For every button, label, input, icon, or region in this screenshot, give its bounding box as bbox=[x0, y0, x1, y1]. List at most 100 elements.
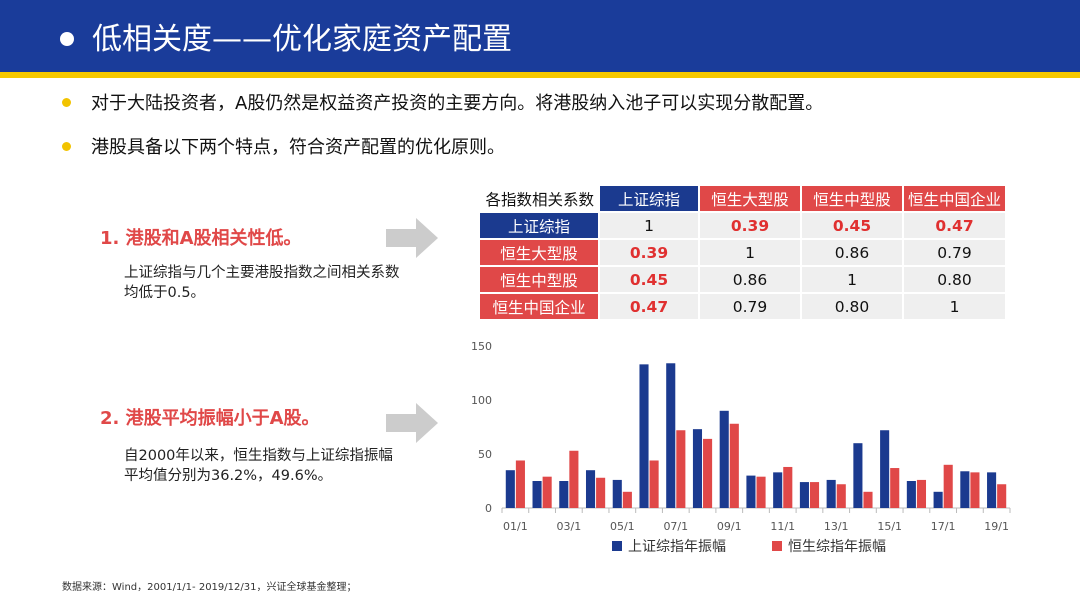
bar-hangseng bbox=[836, 484, 846, 508]
header-bar: 低相关度——优化家庭资产配置 bbox=[0, 0, 1080, 78]
bullet-dot-icon bbox=[62, 141, 71, 151]
point-1-title: 1. 港股和A股相关性低。 bbox=[100, 228, 302, 249]
table-cell: 1 bbox=[802, 267, 902, 292]
bar-shanghai bbox=[612, 479, 622, 508]
bar-shanghai bbox=[559, 481, 569, 508]
table-cell: 0.80 bbox=[904, 267, 1006, 292]
table-header-row: 各指数相关系数 上证综指 恒生大型股 恒生中型股 恒生中国企业 bbox=[480, 186, 1006, 211]
table-cell: 0.45 bbox=[802, 213, 902, 238]
bar-hangseng bbox=[809, 482, 820, 508]
column-header: 恒生中国企业 bbox=[904, 186, 1006, 211]
bar-hangseng bbox=[729, 423, 739, 508]
bar-hangseng bbox=[916, 479, 927, 508]
x-tick-label: 03/1 bbox=[556, 520, 581, 533]
x-tick-label: 07/1 bbox=[663, 520, 688, 533]
amplitude-bar-chart: 0 50 100 150 01/1 03/1 05/1 07/1 09/1 11/1 13/1 15/… bbox=[471, 340, 1011, 555]
bar-hangseng bbox=[676, 430, 686, 508]
point-1-desc: 上证综指与几个主要港股指数之间相关系数均低于0.5。 bbox=[124, 265, 400, 301]
bar-hangseng bbox=[515, 460, 525, 508]
bar-hangseng bbox=[596, 477, 606, 508]
row-header: 上证综指 bbox=[480, 213, 598, 238]
table-row: 恒生大型股 0.39 1 0.86 0.79 bbox=[480, 240, 1006, 265]
bar-shanghai bbox=[853, 443, 863, 508]
legend-label: 恒生综指年振幅 bbox=[788, 539, 886, 555]
bullet-2: 港股具备以下两个特点，符合资产配置的优化原则。 bbox=[62, 136, 505, 160]
x-tick-label: 01/1 bbox=[503, 520, 528, 533]
bar-shanghai bbox=[773, 472, 783, 508]
footnote: 数据来源：Wind，2001/1/1- 2019/12/31，兴证全球基金整理； bbox=[62, 582, 357, 593]
bar-shanghai bbox=[933, 491, 943, 508]
bullet-2-text: 港股具备以下两个特点，符合资产配置的优化原则。 bbox=[91, 137, 505, 158]
bar-hangseng bbox=[703, 438, 713, 508]
bar-shanghai bbox=[666, 363, 676, 508]
point-2-title: 2. 港股平均振幅小于A股。 bbox=[100, 408, 320, 429]
y-tick-label: 0 bbox=[485, 502, 492, 515]
x-tick-label: 09/1 bbox=[717, 520, 742, 533]
bar-shanghai bbox=[799, 482, 809, 508]
bullet-1-text: 对于大陆投资者，A股仍然是权益资产投资的主要方向。将港股纳入池子可以实现分散配置… bbox=[91, 93, 824, 114]
table-cell: 1 bbox=[700, 240, 800, 265]
bar-shanghai bbox=[505, 470, 515, 508]
bar-hangseng bbox=[622, 491, 632, 508]
bar-shanghai bbox=[585, 470, 596, 508]
table-cell: 0.79 bbox=[904, 240, 1006, 265]
x-tick-label: 15/1 bbox=[877, 520, 902, 533]
arrow-right-icon bbox=[386, 218, 438, 258]
bar-shanghai bbox=[746, 475, 756, 508]
table-corner-label: 各指数相关系数 bbox=[480, 186, 598, 211]
table-cell: 0.47 bbox=[904, 213, 1006, 238]
bar-shanghai bbox=[960, 471, 970, 508]
y-tick-label: 50 bbox=[478, 448, 492, 461]
bar-hangseng bbox=[890, 468, 900, 508]
x-tick-label: 13/1 bbox=[824, 520, 849, 533]
bar-shanghai bbox=[719, 410, 729, 508]
table-cell: 0.47 bbox=[600, 294, 698, 319]
legend-label: 上证综指年振幅 bbox=[628, 539, 726, 555]
header-stripe bbox=[0, 72, 1080, 78]
y-tick-label: 150 bbox=[471, 340, 492, 353]
bar-hangseng bbox=[783, 466, 793, 508]
bar-hangseng bbox=[569, 450, 579, 508]
bar-hangseng bbox=[863, 491, 873, 508]
bar-hangseng bbox=[970, 472, 980, 508]
row-header: 恒生大型股 bbox=[480, 240, 598, 265]
table-cell: 0.80 bbox=[802, 294, 902, 319]
table-cell: 0.39 bbox=[600, 240, 698, 265]
bar-shanghai bbox=[532, 481, 542, 508]
bar-shanghai bbox=[826, 479, 836, 508]
correlation-table: 各指数相关系数 上证综指 恒生大型股 恒生中型股 恒生中国企业 上证综指 1 0… bbox=[478, 184, 1007, 321]
title-bullet-icon bbox=[60, 32, 74, 46]
x-tick-label: 11/1 bbox=[770, 520, 795, 533]
table-row: 恒生中型股 0.45 0.86 1 0.80 bbox=[480, 267, 1006, 292]
column-header: 上证综指 bbox=[600, 186, 698, 211]
bullet-1: 对于大陆投资者，A股仍然是权益资产投资的主要方向。将港股纳入池子可以实现分散配置… bbox=[62, 92, 823, 116]
y-tick-label: 100 bbox=[471, 394, 492, 407]
x-tick-label: 17/1 bbox=[931, 520, 956, 533]
bar-shanghai bbox=[692, 429, 703, 508]
table-cell: 1 bbox=[600, 213, 698, 238]
table-cell: 0.45 bbox=[600, 267, 698, 292]
row-header: 恒生中国企业 bbox=[480, 294, 598, 319]
table-cell: 0.39 bbox=[700, 213, 800, 238]
bar-shanghai bbox=[906, 481, 916, 508]
x-tick-label: 05/1 bbox=[610, 520, 635, 533]
row-header: 恒生中型股 bbox=[480, 267, 598, 292]
point-2-desc: 自2000年以来，恒生指数与上证综指振幅平均值分别为36.2%，49.6%。 bbox=[124, 448, 393, 484]
legend-swatch bbox=[612, 541, 622, 551]
bar-shanghai bbox=[639, 364, 649, 508]
bar-shanghai bbox=[880, 430, 890, 508]
bar-shanghai bbox=[987, 472, 997, 508]
bullet-dot-icon bbox=[62, 97, 71, 107]
bar-hangseng bbox=[997, 484, 1007, 508]
legend-swatch bbox=[772, 541, 782, 551]
table-row: 上证综指 1 0.39 0.45 0.47 bbox=[480, 213, 1006, 238]
bar-hangseng bbox=[756, 476, 766, 508]
slide-title: 低相关度——优化家庭资产配置 bbox=[92, 22, 512, 57]
table-cell: 1 bbox=[904, 294, 1006, 319]
x-tick-label: 19/1 bbox=[984, 520, 1009, 533]
table-cell: 0.79 bbox=[700, 294, 800, 319]
table-cell: 0.86 bbox=[700, 267, 800, 292]
bar-hangseng bbox=[542, 476, 552, 508]
bar-hangseng bbox=[943, 464, 953, 508]
arrow-right-icon bbox=[386, 403, 438, 443]
